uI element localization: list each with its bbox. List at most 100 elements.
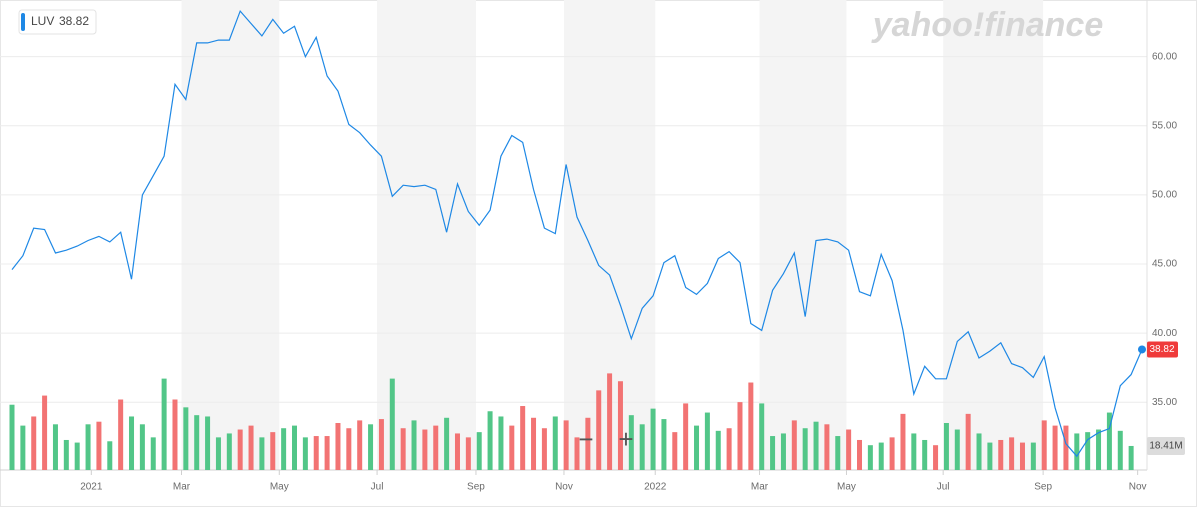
volume-bar — [943, 423, 949, 470]
volume-bar — [139, 424, 145, 470]
legend-name: LUV — [31, 14, 54, 28]
volume-bar — [1009, 437, 1015, 470]
volume-bar — [487, 411, 493, 470]
volume-bar — [74, 442, 80, 470]
volume-bar — [541, 428, 547, 470]
volume-bar — [20, 425, 26, 470]
volume-bar — [85, 424, 91, 470]
volume-bar — [1117, 430, 1123, 470]
x-tick-label: Mar — [173, 482, 191, 493]
zoom-out-button[interactable]: − — [578, 424, 593, 454]
y-tick-label: 50.00 — [1152, 190, 1177, 201]
band — [181, 0, 280, 470]
volume-bar — [737, 402, 743, 470]
volume-bar — [965, 413, 971, 470]
volume-bar — [520, 406, 526, 470]
volume-bar — [607, 373, 613, 470]
volume-bar — [161, 378, 167, 470]
volume-bar — [270, 432, 276, 470]
volume-bar — [96, 421, 102, 470]
volume-bar — [661, 419, 667, 470]
volume-bar — [1096, 429, 1102, 470]
volume-bar — [802, 428, 808, 470]
volume-bar — [389, 378, 395, 470]
volume-bar — [1128, 445, 1134, 470]
volume-bar — [759, 403, 765, 470]
y-tick-label: 60.00 — [1152, 51, 1177, 62]
volume-bar — [933, 445, 939, 470]
volume-tag-label: 18.41M — [1149, 441, 1182, 452]
volume-bar — [465, 437, 471, 470]
volume-bar — [31, 416, 37, 470]
volume-bar — [172, 399, 178, 470]
band — [943, 0, 1044, 470]
volume-bar — [715, 430, 721, 470]
volume-bar — [292, 425, 297, 470]
volume-bar — [1063, 425, 1069, 470]
volume-bar — [552, 416, 558, 470]
volume-bar — [824, 424, 830, 470]
volume-bar — [704, 412, 710, 470]
x-tick-label: Nov — [555, 482, 573, 493]
volume-bar — [1052, 425, 1058, 470]
y-tick-label: 35.00 — [1152, 397, 1177, 408]
volume-bar — [205, 416, 211, 470]
x-tick-label: Jul — [371, 482, 384, 493]
volume-bar — [313, 436, 319, 470]
volume-bar — [118, 399, 124, 470]
volume-bar — [1085, 432, 1091, 470]
volume-bar — [976, 433, 982, 470]
volume-bar — [748, 382, 754, 470]
y-tick-label: 55.00 — [1152, 120, 1177, 131]
volume-bar — [226, 433, 232, 470]
volume-bar — [422, 429, 428, 470]
volume-bar — [878, 442, 884, 470]
volume-bar — [42, 395, 48, 470]
volume-bar — [998, 439, 1004, 470]
volume-bar — [444, 417, 450, 470]
volume-bar — [857, 439, 862, 470]
volume-bar — [411, 420, 417, 470]
volume-bar — [531, 417, 537, 470]
volume-bar — [237, 429, 243, 470]
logo: yahoo!finance — [871, 6, 1103, 44]
x-tick-label: Nov — [1129, 482, 1147, 493]
y-tick-label: 45.00 — [1152, 259, 1177, 270]
volume-bar — [52, 424, 58, 470]
volume-bar — [813, 421, 819, 470]
volume-bar — [574, 437, 580, 470]
volume-bar — [563, 420, 569, 470]
volume-bar — [248, 425, 254, 470]
volume-bar — [628, 415, 634, 470]
volume-bar — [129, 416, 135, 470]
volume-bar — [617, 381, 623, 470]
volume-bar — [987, 442, 993, 470]
volume-bar — [1030, 442, 1036, 470]
zoom-in-button[interactable]: + — [618, 424, 633, 454]
price-line — [11, 9, 1143, 458]
volume-bar — [498, 416, 504, 470]
volume-bar — [1041, 420, 1047, 470]
volume-bar — [911, 433, 917, 470]
volume-bar — [954, 429, 960, 470]
legend-swatch — [21, 13, 25, 31]
y-tick-label: 40.00 — [1152, 328, 1177, 339]
volume-bar — [596, 390, 602, 470]
volume-bar — [346, 428, 352, 470]
volume-bar — [433, 425, 439, 470]
volume-bar — [835, 436, 841, 470]
volume-bar — [1074, 433, 1080, 470]
legend-box — [18, 9, 97, 35]
volume-bar — [357, 420, 363, 470]
volume-bar — [1019, 442, 1025, 470]
x-tick-label: May — [837, 482, 856, 493]
volume-bar — [585, 417, 591, 470]
volume-bar — [259, 437, 265, 470]
price-tag — [1147, 341, 1178, 358]
volume-bar — [639, 424, 645, 470]
volume-bar — [9, 404, 15, 470]
volume-bar — [770, 436, 776, 470]
last-point — [1138, 345, 1146, 354]
volume-bar — [302, 437, 308, 470]
volume-bar — [780, 433, 786, 470]
